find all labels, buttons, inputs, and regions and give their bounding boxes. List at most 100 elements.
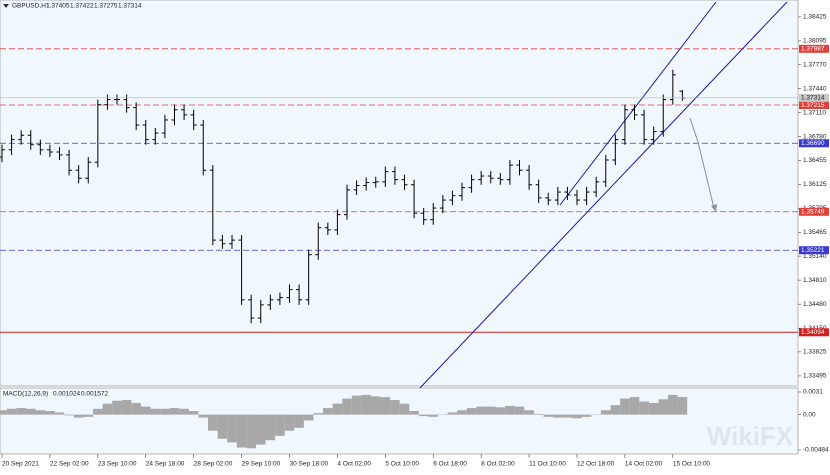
level-label: 1.36690 — [801, 140, 825, 147]
x-tick-label: 23 Sep 10:00 — [98, 461, 137, 468]
macd-bar — [208, 415, 218, 431]
price-panel — [0, 0, 798, 386]
macd-bar — [218, 415, 228, 439]
macd-bar — [294, 415, 304, 428]
macd-bar — [572, 415, 582, 419]
macd-bar — [668, 395, 678, 415]
y-tick-label: 1.37770 — [803, 61, 827, 68]
y-tick-label: 1.35465 — [803, 229, 827, 236]
y-tick-label: 1.38095 — [803, 38, 827, 45]
y-tick-label: 1.36455 — [803, 157, 827, 164]
macd-bar — [16, 408, 26, 415]
macd-bar — [131, 403, 141, 415]
macd-bar — [237, 415, 247, 448]
macd-bar — [160, 409, 170, 415]
macd-bar — [448, 412, 458, 414]
x-tick-label: 14 Oct 02:00 — [625, 461, 663, 468]
macd-bar — [103, 404, 113, 415]
x-tick-label: 29 Sep 10:00 — [242, 461, 281, 468]
macd-bar — [45, 411, 55, 415]
macd-bar — [36, 410, 46, 414]
x-tick-label: 5 Oct 10:00 — [385, 461, 419, 468]
y-tick-label: 1.36125 — [803, 181, 827, 188]
macd-bar — [26, 409, 36, 415]
macd-bar — [313, 413, 323, 414]
macd-bar — [64, 415, 74, 416]
x-tick-label: 24 Sep 18:00 — [146, 461, 185, 468]
x-tick-label: 12 Oct 18:00 — [577, 461, 615, 468]
macd-bar — [639, 401, 649, 414]
macd-bar — [246, 415, 256, 449]
macd-bar — [486, 407, 496, 415]
macd-bar — [352, 396, 362, 415]
macd-bar — [256, 415, 266, 445]
macd-bar — [122, 400, 132, 415]
macd-bar — [409, 411, 419, 415]
macd-bar — [467, 408, 477, 415]
macd-bar — [189, 411, 199, 415]
x-tick-label: 11 Oct 10:00 — [529, 461, 566, 468]
macd-bar — [371, 396, 381, 414]
macd-bar — [515, 407, 525, 415]
macd-bar — [342, 399, 352, 415]
x-tick-label: 20 Sep 2021 — [2, 461, 39, 468]
macd-y-tick-label: -0.00484 — [803, 447, 829, 454]
macd-bar — [0, 410, 7, 414]
macd-bar — [381, 397, 391, 415]
level-label: 1.35749 — [801, 208, 825, 215]
level-label: 1.37215 — [801, 102, 825, 109]
macd-signal: 0.001572 — [81, 391, 108, 398]
y-tick-label: 1.34480 — [803, 301, 827, 308]
macd-bar — [678, 397, 688, 415]
last-price-label: 1.37314 — [801, 95, 825, 102]
macd-bar — [227, 415, 237, 443]
macd-bar — [55, 412, 65, 414]
x-tick-label: 30 Sep 18:00 — [290, 461, 329, 468]
y-tick-label: 1.34810 — [803, 277, 827, 284]
x-tick-label: 15 Oct 10:00 — [673, 461, 711, 468]
macd-bar — [323, 408, 333, 415]
macd-bar — [285, 415, 295, 431]
macd-y-tick-label: 0.0031 — [803, 389, 823, 396]
y-tick-label: 1.33495 — [803, 373, 827, 380]
y-tick-label: 1.37110 — [803, 109, 826, 116]
macd-bar — [275, 415, 285, 436]
level-label: 1.37987 — [801, 46, 825, 53]
x-tick-label: 8 Oct 02:00 — [481, 461, 515, 468]
macd-name: MACD(12,26,9) — [3, 391, 48, 398]
macd-bar — [428, 415, 438, 417]
header-high: 1.37422 — [70, 3, 94, 10]
macd-bar — [630, 397, 640, 415]
macd-bar — [543, 415, 553, 417]
level-label: 1.34094 — [801, 329, 825, 336]
macd-bar — [534, 414, 544, 415]
macd-main: 0.001024 — [53, 391, 80, 398]
macd-bar — [179, 409, 189, 415]
macd-bar — [563, 415, 573, 418]
macd-bar — [658, 399, 668, 414]
macd-bar — [151, 409, 161, 415]
macd-y-tick-label: 0.00 — [803, 411, 816, 418]
macd-bar — [553, 415, 563, 418]
macd-bar — [93, 409, 103, 415]
macd-bar — [476, 407, 486, 415]
macd-bar — [112, 401, 122, 415]
macd-bar — [457, 410, 467, 414]
y-tick-label: 1.38425 — [803, 14, 827, 21]
symbol: GBPUSD,H1 — [12, 3, 50, 10]
macd-bar — [266, 415, 276, 441]
macd-bar — [611, 405, 621, 414]
x-tick-label: 6 Oct 18:00 — [433, 461, 467, 468]
header-low: 1.37275 — [94, 3, 118, 10]
macd-bar — [361, 395, 371, 415]
macd-bar — [400, 404, 410, 415]
macd-bar — [83, 415, 93, 417]
macd-bar — [170, 408, 180, 415]
macd-bar — [141, 407, 151, 415]
x-tick-label: 22 Sep 02:00 — [50, 461, 89, 468]
level-label: 1.35221 — [801, 247, 825, 254]
macd-bar — [7, 409, 17, 415]
macd-bar — [505, 406, 515, 415]
macd-bar — [524, 410, 534, 414]
macd-bar — [419, 415, 429, 416]
